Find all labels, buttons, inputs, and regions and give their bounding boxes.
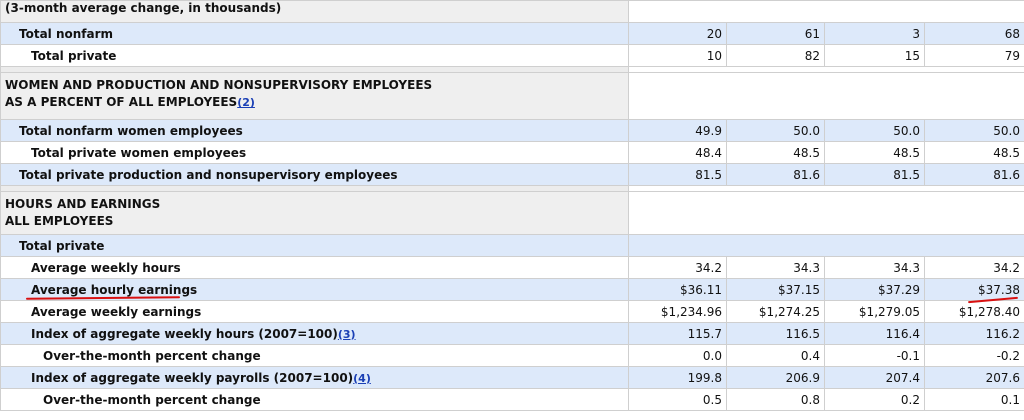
table-cell: 0.8 <box>726 388 825 411</box>
section-title: WOMEN AND PRODUCTION AND NONSUPERVISORY … <box>5 78 433 92</box>
row-label: Total private <box>0 44 629 67</box>
table-cell: 15 <box>824 44 925 67</box>
footnote-link[interactable]: (3) <box>337 327 356 341</box>
table-cell: 34.2 <box>628 256 727 279</box>
table-cell: 48.4 <box>628 141 727 164</box>
section-header: WOMEN AND PRODUCTION AND NONSUPERVISORY … <box>0 72 1024 120</box>
table-cell: 49.9 <box>628 119 727 142</box>
table-cell: 50.0 <box>726 119 825 142</box>
table-cell: 20 <box>628 22 727 45</box>
table-row: Total private women employees 48.4 48.5 … <box>0 141 1024 164</box>
table-cell: 48.5 <box>726 141 825 164</box>
table-cell: 34.3 <box>824 256 925 279</box>
table-cell: 207.4 <box>824 366 925 389</box>
table-cell: 34.2 <box>924 256 1024 279</box>
table-row: Average hourly earnings $36.11 $37.15 $3… <box>0 278 1024 301</box>
table-cell: 0.4 <box>726 344 825 367</box>
table-cell: 82 <box>726 44 825 67</box>
table-cell: 207.6 <box>924 366 1024 389</box>
table-cell: 116.5 <box>726 322 825 345</box>
row-label: Average weekly hours <box>0 256 629 279</box>
table-cell: $36.11 <box>628 278 727 301</box>
table-cell: 116.2 <box>924 322 1024 345</box>
row-label: Over-the-month percent change <box>0 388 629 411</box>
table-row: Over-the-month percent change 0.0 0.4 -0… <box>0 344 1024 367</box>
table-cell: 34.3 <box>726 256 825 279</box>
row-label: Index of aggregate weekly hours (2007=10… <box>31 326 338 341</box>
row-label: Over-the-month percent change <box>0 344 629 367</box>
table-cell: 0.0 <box>628 344 727 367</box>
table-cell: 48.5 <box>924 141 1024 164</box>
row-label: Total private <box>0 234 629 257</box>
table-cell: 81.6 <box>924 163 1024 186</box>
table-cell: 81.6 <box>726 163 825 186</box>
table-cell: 199.8 <box>628 366 727 389</box>
table-row: Index of aggregate weekly payrolls (2007… <box>0 366 1024 389</box>
row-label: Total nonfarm women employees <box>0 119 629 142</box>
table-row: Total private 10 82 15 79 <box>0 44 1024 67</box>
table-cell: 61 <box>726 22 825 45</box>
table-cell: -0.2 <box>924 344 1024 367</box>
table-cell: 50.0 <box>924 119 1024 142</box>
table-row: (3-month average change, in thousands) <box>0 0 1024 23</box>
table-cell: 10 <box>628 44 727 67</box>
table-cell: 3 <box>824 22 925 45</box>
table-cell: 81.5 <box>824 163 925 186</box>
section-subtitle: ALL EMPLOYEES <box>5 214 114 228</box>
row-label: Index of aggregate weekly payrolls (2007… <box>31 370 354 385</box>
section-header: HOURS AND EARNINGS ALL EMPLOYEES <box>0 191 1024 235</box>
table-cell: 79 <box>924 44 1024 67</box>
row-label: (3-month average change, in thousands) <box>0 0 629 23</box>
row-label: Average weekly earnings <box>0 300 629 323</box>
table-cell: $37.15 <box>726 278 825 301</box>
table-row: Index of aggregate weekly hours (2007=10… <box>0 322 1024 345</box>
table-cell: 206.9 <box>726 366 825 389</box>
row-label: Total private women employees <box>0 141 629 164</box>
table-row: Over-the-month percent change 0.5 0.8 0.… <box>0 388 1024 411</box>
table-row: Total nonfarm women employees 49.9 50.0 … <box>0 119 1024 142</box>
table-cell: $1,274.25 <box>726 300 825 323</box>
table-row: Total nonfarm 20 61 3 68 <box>0 22 1024 45</box>
table-cell: 115.7 <box>628 322 727 345</box>
table-row: Average weekly earnings $1,234.96 $1,274… <box>0 300 1024 323</box>
table-cell: $1,234.96 <box>628 300 727 323</box>
table-cell: 116.4 <box>824 322 925 345</box>
data-table: (3-month average change, in thousands) T… <box>0 0 1024 411</box>
section-title: HOURS AND EARNINGS <box>5 197 161 211</box>
table-row: Total private production and nonsupervis… <box>0 163 1024 186</box>
table-cell: -0.1 <box>824 344 925 367</box>
table-cell: 0.5 <box>628 388 727 411</box>
table-row: Total private <box>0 234 1024 257</box>
table-cell: 0.1 <box>924 388 1024 411</box>
row-label: Average hourly earnings <box>0 278 629 301</box>
table-cell: $1,279.05 <box>824 300 925 323</box>
table-cell: $37.29 <box>824 278 925 301</box>
footnote-link[interactable]: (4) <box>353 371 371 385</box>
section-subtitle: AS A PERCENT OF ALL EMPLOYEES <box>5 95 238 109</box>
table-cell: 68 <box>924 22 1024 45</box>
table-cell: $1,278.40 <box>924 300 1024 323</box>
row-label: Total private production and nonsupervis… <box>0 163 629 186</box>
table-cell: 81.5 <box>628 163 727 186</box>
table-row: Average weekly hours 34.2 34.3 34.3 34.2 <box>0 256 1024 279</box>
table-cell: 50.0 <box>824 119 925 142</box>
table-cell: $37.38 <box>924 278 1024 301</box>
footnote-link[interactable]: (2) <box>237 96 255 109</box>
table-cell: 0.2 <box>824 388 925 411</box>
table-cell: 48.5 <box>824 141 925 164</box>
row-label: Total nonfarm <box>0 22 629 45</box>
